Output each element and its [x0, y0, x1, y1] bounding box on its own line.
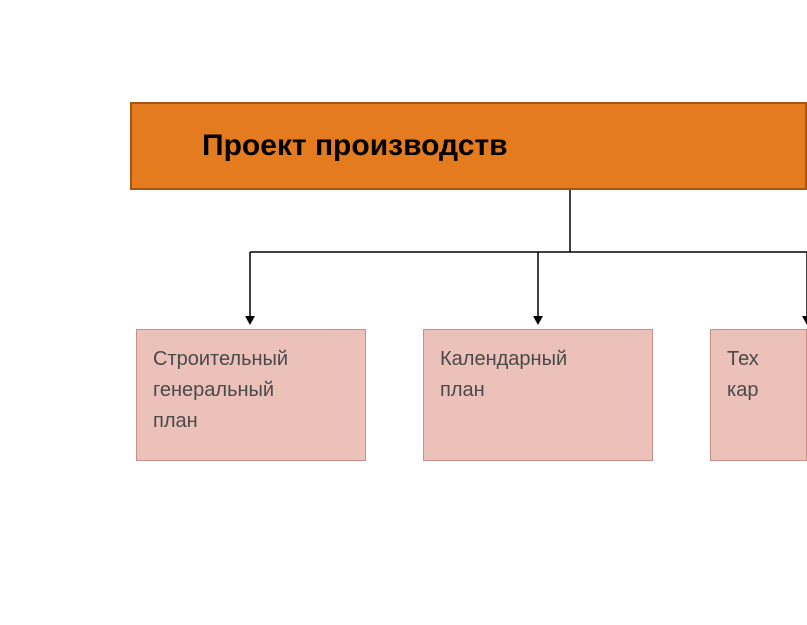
- child-node-2-label: Тех кар: [727, 344, 759, 406]
- diagram-canvas: Проект производств Строительный генераль…: [0, 0, 807, 625]
- child-node-2: Тех кар: [710, 329, 807, 461]
- child-node-1-label: Календарный план: [440, 344, 567, 406]
- child-node-0-label: Строительный генеральный план: [153, 344, 288, 437]
- root-node: Проект производств: [130, 102, 807, 190]
- child-node-0: Строительный генеральный план: [136, 329, 366, 461]
- root-node-label: Проект производств: [202, 129, 508, 163]
- child-node-1: Календарный план: [423, 329, 653, 461]
- connector-lines: [0, 0, 807, 625]
